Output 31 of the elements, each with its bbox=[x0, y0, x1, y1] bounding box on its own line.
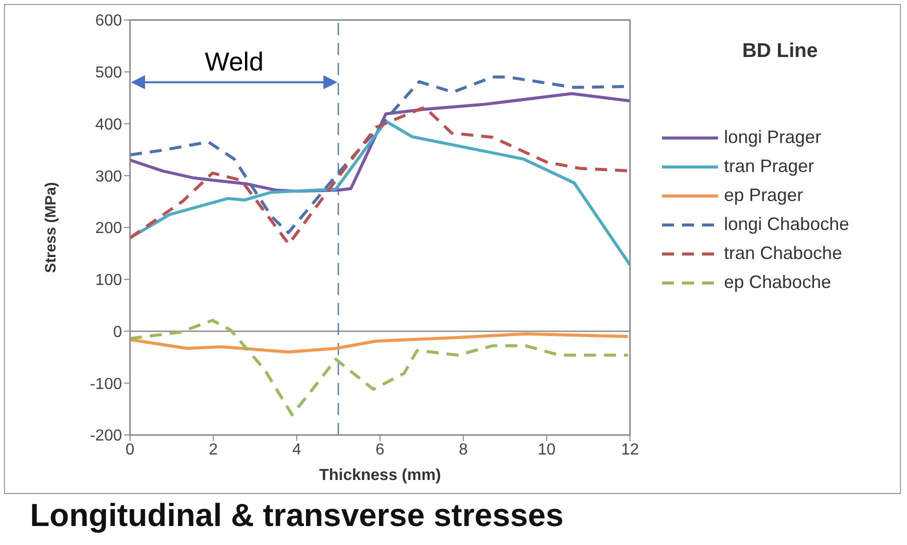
y-tick-label: 100 bbox=[95, 272, 122, 290]
text: Longitudinal & transverse stresses bbox=[30, 497, 564, 534]
x-tick-label: 0 bbox=[126, 441, 135, 458]
legend-label: longi Prager bbox=[724, 127, 822, 148]
x-tick-label: 6 bbox=[376, 441, 385, 458]
legend-title: BD Line bbox=[741, 40, 819, 63]
y-tick-label: -200 bbox=[90, 428, 122, 445]
y-tick-label: 500 bbox=[95, 64, 122, 82]
legend-label: ep Chaboche bbox=[724, 272, 832, 293]
legend-label: tran Prager bbox=[724, 156, 814, 177]
x-tick-label: 8 bbox=[458, 441, 468, 458]
x-axis-title: Thickness (mm) bbox=[319, 467, 441, 484]
y-tick-label: 200 bbox=[95, 220, 122, 238]
legend-label: tran Chaboche bbox=[724, 243, 842, 264]
line-series bbox=[130, 332, 630, 354]
y-axis-title: Stress (MPa) bbox=[42, 182, 60, 273]
line-series bbox=[130, 120, 630, 266]
legend-label: longi Chaboche bbox=[724, 214, 850, 235]
x-tick-label: 10 bbox=[538, 441, 556, 458]
annotation: Weld bbox=[204, 46, 264, 76]
y-tick-label: 400 bbox=[95, 116, 122, 134]
x-tick-label: 12 bbox=[621, 441, 639, 458]
legend-label: ep Prager bbox=[724, 185, 804, 206]
y-tick-label: 300 bbox=[95, 168, 122, 186]
x-tick-label: 2 bbox=[208, 441, 218, 458]
line-series bbox=[130, 106, 630, 246]
line-series bbox=[130, 318, 630, 416]
y-tick-label: 0 bbox=[113, 324, 122, 341]
x-tick-label: 4 bbox=[292, 441, 302, 458]
y-tick-label: 600 bbox=[95, 12, 122, 30]
y-tick-label: -100 bbox=[90, 376, 122, 393]
